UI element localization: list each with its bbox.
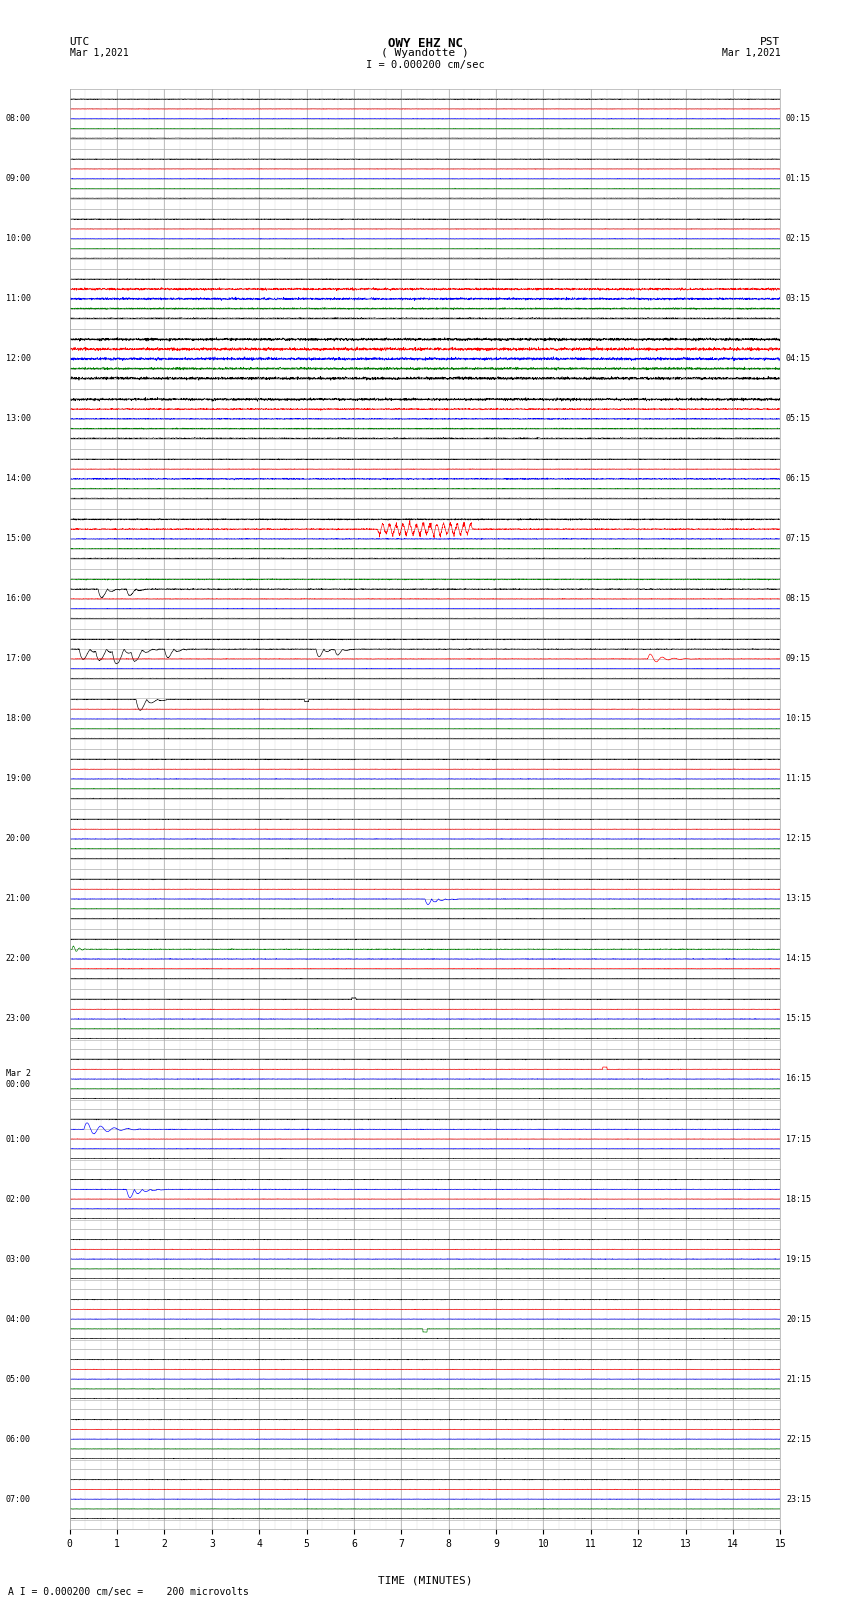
- Text: 02:15: 02:15: [786, 234, 811, 244]
- Text: 16:00: 16:00: [6, 594, 31, 603]
- Text: 11:15: 11:15: [786, 774, 811, 784]
- Text: 11:00: 11:00: [6, 294, 31, 303]
- Text: 19:00: 19:00: [6, 774, 31, 784]
- Text: 22:00: 22:00: [6, 955, 31, 963]
- Text: 04:00: 04:00: [6, 1315, 31, 1324]
- Text: 02:00: 02:00: [6, 1195, 31, 1203]
- Text: 05:00: 05:00: [6, 1374, 31, 1384]
- Text: 16:15: 16:15: [786, 1074, 811, 1084]
- Text: 07:15: 07:15: [786, 534, 811, 544]
- Text: PST: PST: [760, 37, 780, 47]
- Text: 13:00: 13:00: [6, 415, 31, 423]
- Text: Mar 1,2021: Mar 1,2021: [70, 48, 128, 58]
- Text: 06:00: 06:00: [6, 1434, 31, 1444]
- Text: 15:15: 15:15: [786, 1015, 811, 1024]
- Text: 05:15: 05:15: [786, 415, 811, 423]
- Text: 15:00: 15:00: [6, 534, 31, 544]
- Text: 17:15: 17:15: [786, 1134, 811, 1144]
- Text: 22:15: 22:15: [786, 1434, 811, 1444]
- Text: TIME (MINUTES): TIME (MINUTES): [377, 1576, 473, 1586]
- Text: 10:15: 10:15: [786, 715, 811, 723]
- Text: UTC: UTC: [70, 37, 90, 47]
- Text: 10:00: 10:00: [6, 234, 31, 244]
- Text: 03:00: 03:00: [6, 1255, 31, 1263]
- Text: 18:00: 18:00: [6, 715, 31, 723]
- Text: 12:00: 12:00: [6, 355, 31, 363]
- Text: 08:15: 08:15: [786, 594, 811, 603]
- Text: 17:00: 17:00: [6, 655, 31, 663]
- Text: 00:15: 00:15: [786, 115, 811, 123]
- Text: OWY EHZ NC: OWY EHZ NC: [388, 37, 462, 50]
- Text: 18:15: 18:15: [786, 1195, 811, 1203]
- Text: 12:15: 12:15: [786, 834, 811, 844]
- Text: 23:15: 23:15: [786, 1495, 811, 1503]
- Text: 23:00: 23:00: [6, 1015, 31, 1024]
- Text: 20:00: 20:00: [6, 834, 31, 844]
- Text: 01:15: 01:15: [786, 174, 811, 184]
- Text: 14:15: 14:15: [786, 955, 811, 963]
- Text: 21:00: 21:00: [6, 895, 31, 903]
- Text: 06:15: 06:15: [786, 474, 811, 484]
- Text: 01:00: 01:00: [6, 1134, 31, 1144]
- Text: 04:15: 04:15: [786, 355, 811, 363]
- Text: 09:00: 09:00: [6, 174, 31, 184]
- Text: 20:15: 20:15: [786, 1315, 811, 1324]
- Text: I = 0.000200 cm/sec: I = 0.000200 cm/sec: [366, 60, 484, 69]
- Text: 21:15: 21:15: [786, 1374, 811, 1384]
- Text: A I = 0.000200 cm/sec =    200 microvolts: A I = 0.000200 cm/sec = 200 microvolts: [8, 1587, 249, 1597]
- Text: ( Wyandotte ): ( Wyandotte ): [381, 48, 469, 58]
- Text: 09:15: 09:15: [786, 655, 811, 663]
- Text: 14:00: 14:00: [6, 474, 31, 484]
- Text: 07:00: 07:00: [6, 1495, 31, 1503]
- Text: 13:15: 13:15: [786, 895, 811, 903]
- Text: Mar 1,2021: Mar 1,2021: [722, 48, 780, 58]
- Text: 03:15: 03:15: [786, 294, 811, 303]
- Text: Mar 2
00:00: Mar 2 00:00: [6, 1069, 31, 1089]
- Text: 08:00: 08:00: [6, 115, 31, 123]
- Text: 19:15: 19:15: [786, 1255, 811, 1263]
